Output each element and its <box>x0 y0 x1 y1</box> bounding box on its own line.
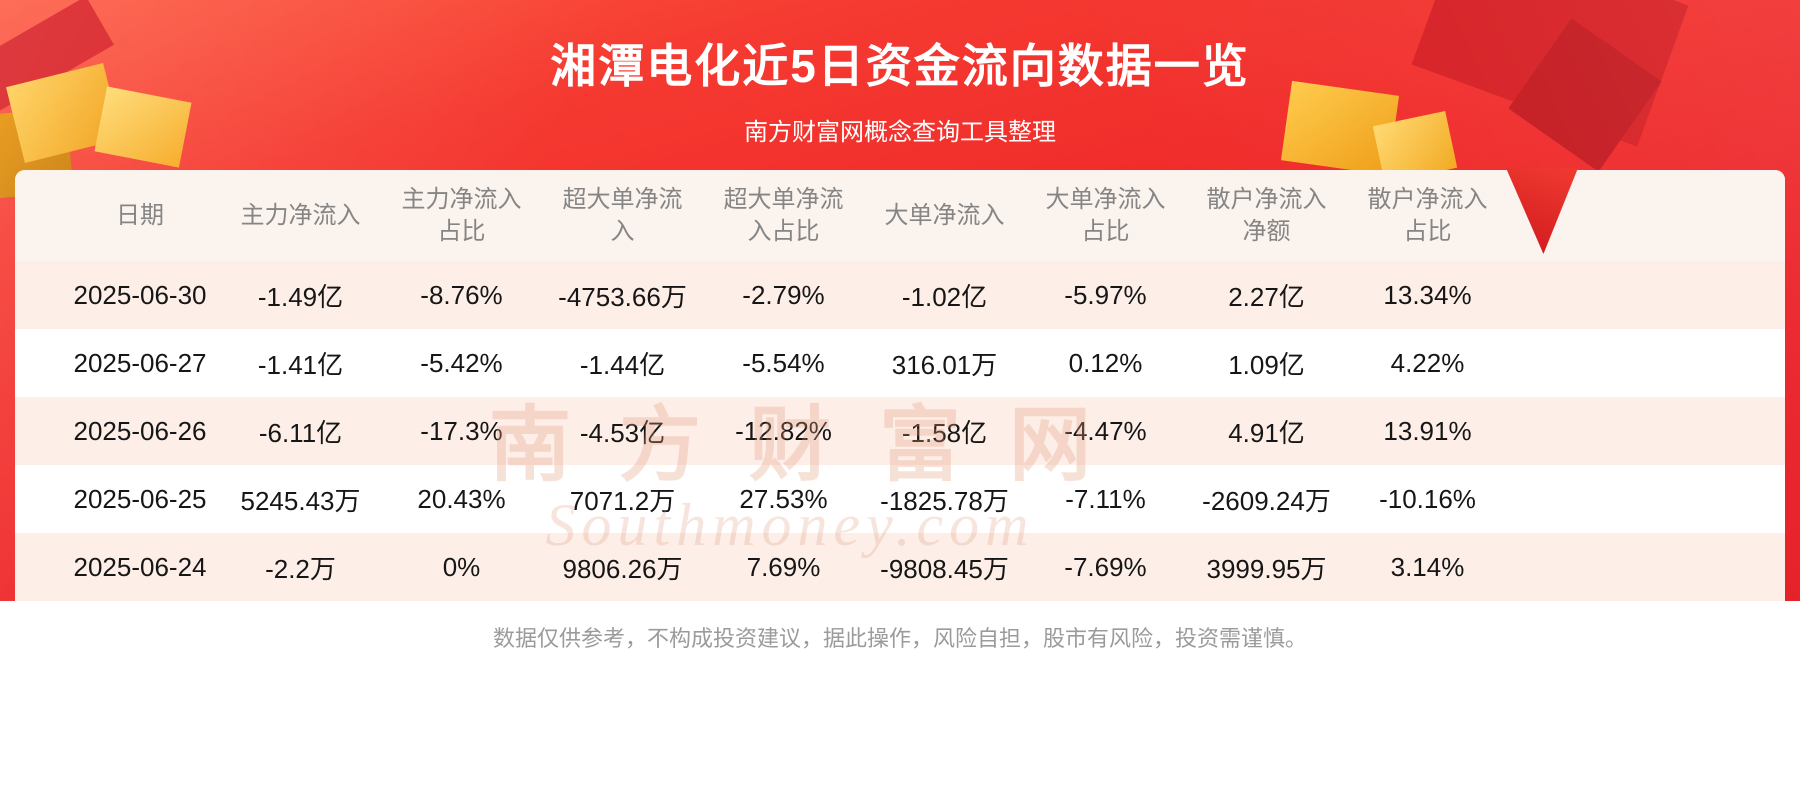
value-cell: -17.3% <box>420 415 503 446</box>
column-header: 大单净流入 <box>884 201 1005 229</box>
value-cell: -4753.66万 <box>558 281 687 312</box>
spacer-cell <box>15 397 60 465</box>
value-cell: 0.12% <box>1068 347 1143 378</box>
filler-cell <box>1508 533 1785 601</box>
value-cell: 7.69% <box>746 551 821 582</box>
value-cell: 316.01万 <box>891 349 998 380</box>
date-cell: 2025-06-24 <box>73 551 207 582</box>
value-cell: -8.76% <box>420 279 503 310</box>
column-header: 主力净流入 <box>240 201 361 229</box>
value-cell: -2.2万 <box>265 553 336 584</box>
table-header-row: 日期 主力净流入 主力净流入 占比 超大单净流 入超大单净流 入占比 大单净流入 大单净流… <box>15 170 1785 261</box>
table-body: 2025-06-30 -1.49亿 -8.76% -4753.66万 -2.79% -1.… <box>15 261 1785 601</box>
filler-cell <box>1508 261 1785 329</box>
column-header: 日期 <box>116 201 164 229</box>
value-cell: 4.91亿 <box>1228 417 1305 448</box>
value-cell: -9808.45万 <box>880 553 1009 584</box>
data-table-card: 日期 主力净流入 主力净流入 占比 超大单净流 入超大单净流 入占比 大单净流入 大单净流… <box>15 170 1785 601</box>
value-cell: -1.41亿 <box>257 349 344 380</box>
value-cell: -7.11% <box>1065 483 1146 514</box>
value-cell: 3999.95万 <box>1206 553 1327 584</box>
value-cell: 0% <box>442 551 481 582</box>
value-cell: 4.22% <box>1390 347 1465 378</box>
spacer-cell <box>15 533 60 601</box>
date-cell: 2025-06-27 <box>73 347 207 378</box>
spacer-cell <box>15 261 60 329</box>
table-row: 2025-06-24 -2.2万 0% 9806.26万 7.69% -9808.45万 -… <box>15 533 1785 601</box>
value-cell: 3.14% <box>1390 551 1465 582</box>
value-cell: -5.97% <box>1064 279 1147 310</box>
table-row: 2025-06-27 -1.41亿 -5.42% -1.44亿 -5.54% 316.01… <box>15 329 1785 397</box>
value-cell: -1.44亿 <box>579 349 666 380</box>
filler-cell <box>1508 465 1785 533</box>
page-title: 湘潭电化近5日资金流向数据一览 <box>550 40 1250 92</box>
value-cell: 27.53% <box>739 483 828 514</box>
column-header: 大单净流入 占比 <box>1045 186 1166 245</box>
value-cell: -10.16% <box>1379 483 1476 514</box>
column-header: 超大单净流 入占比 <box>723 186 844 245</box>
column-header: 主力净流入 占比 <box>401 186 522 245</box>
column-header: 散户净流入 净额 <box>1206 186 1327 245</box>
value-cell: -12.82% <box>735 415 832 446</box>
value-cell: -1.58亿 <box>901 417 988 448</box>
spacer-cell <box>15 465 60 533</box>
spacer-cell <box>15 329 60 397</box>
disclaimer-text: 数据仅供参考，不构成投资建议，据此操作，风险自担，股市有风险，投资需谨慎。 <box>492 626 1307 651</box>
value-cell: 13.34% <box>1383 279 1472 310</box>
date-cell: 2025-06-25 <box>73 483 207 514</box>
value-cell: -4.47% <box>1064 415 1147 446</box>
filler-cell <box>1508 329 1785 397</box>
value-cell: -1.02亿 <box>901 281 988 312</box>
value-cell: 13.91% <box>1383 415 1472 446</box>
value-cell: 7071.2万 <box>569 485 676 516</box>
table-row: 2025-06-26 -6.11亿 -17.3% -4.53亿 -12.82% -1.58… <box>15 397 1785 465</box>
date-cell: 2025-06-26 <box>73 415 207 446</box>
value-cell: 9806.26万 <box>562 553 683 584</box>
spacer-cell <box>15 170 60 261</box>
fund-flow-table: 日期 主力净流入 主力净流入 占比 超大单净流 入超大单净流 入占比 大单净流入 大单净流… <box>15 170 1785 601</box>
value-cell: 2.27亿 <box>1228 281 1305 312</box>
table-row: 2025-06-25 5245.43万 20.43% 7071.2万 27.53% -18… <box>15 465 1785 533</box>
table-header: 日期 主力净流入 主力净流入 占比 超大单净流 入超大单净流 入占比 大单净流入 大单净流… <box>15 170 1785 261</box>
value-cell: -5.54% <box>742 347 825 378</box>
value-cell: 5245.43万 <box>240 485 361 516</box>
value-cell: 20.43% <box>417 483 506 514</box>
value-cell: -1825.78万 <box>880 485 1009 516</box>
table-row: 2025-06-30 -1.49亿 -8.76% -4753.66万 -2.79% -1.… <box>15 261 1785 329</box>
value-cell: -2609.24万 <box>1202 485 1331 516</box>
value-cell: -7.69% <box>1064 551 1147 582</box>
column-header: 超大单净流 入 <box>562 186 683 245</box>
value-cell: -6.11亿 <box>258 417 343 448</box>
page-subtitle: 南方财富网概念查询工具整理 <box>744 119 1056 146</box>
filler-cell <box>1508 397 1785 465</box>
column-header: 散户净流入 占比 <box>1367 186 1488 245</box>
value-cell: -1.49亿 <box>257 281 344 312</box>
value-cell: -5.42% <box>420 347 503 378</box>
date-cell: 2025-06-30 <box>73 279 207 310</box>
value-cell: -4.53亿 <box>579 417 666 448</box>
value-cell: -2.79% <box>742 279 825 310</box>
value-cell: 1.09亿 <box>1228 349 1305 380</box>
